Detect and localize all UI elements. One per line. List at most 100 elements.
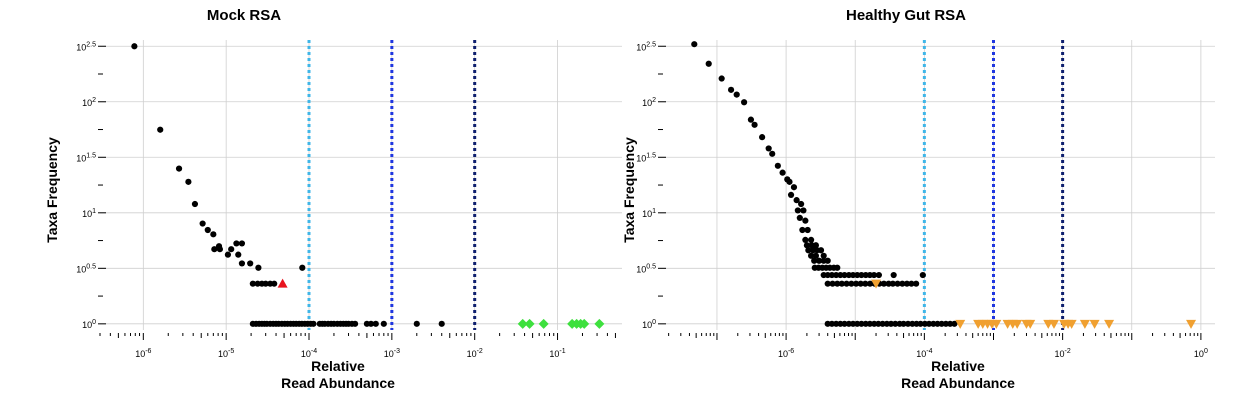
y-tick-base: 10 — [636, 264, 646, 274]
y-tick-exponent: 1.5 — [646, 152, 656, 159]
x-tick-base: 10 — [467, 349, 477, 359]
data-point — [892, 320, 899, 327]
data-point — [413, 320, 420, 327]
x-tick-exponent: -2 — [477, 348, 483, 355]
data-point — [779, 169, 786, 176]
data-point — [880, 280, 888, 287]
data-point — [175, 165, 183, 172]
data-point — [299, 264, 306, 271]
data-point — [216, 246, 223, 253]
data-point — [947, 320, 954, 327]
data-point — [765, 145, 772, 152]
data-point — [841, 320, 848, 327]
data-point — [798, 200, 805, 208]
y-tick-exponent: 1 — [652, 208, 656, 215]
data-point — [866, 320, 873, 327]
data-point-triangle — [277, 278, 288, 288]
x-tick-exponent: -3 — [394, 348, 400, 355]
y-tick-exponent: 0 — [652, 319, 656, 326]
data-point — [848, 280, 855, 287]
y-tick-label: 101 — [642, 208, 656, 219]
y-tick-label: 102.5 — [76, 41, 96, 52]
data-point — [838, 280, 845, 287]
data-point — [875, 320, 882, 327]
y-tick-base: 10 — [82, 209, 92, 219]
data-point — [894, 280, 901, 287]
data-point — [925, 320, 933, 327]
data-point — [705, 60, 712, 67]
data-point — [794, 207, 801, 214]
y-axis-label: Taxa Frequency — [621, 137, 637, 243]
data-point — [787, 191, 795, 198]
data-point-diamond — [524, 318, 535, 329]
data-point — [890, 271, 897, 279]
data-point — [862, 280, 869, 287]
data-point — [733, 91, 740, 98]
data-point — [727, 86, 735, 93]
data-point — [191, 200, 199, 208]
x-tick-base: 10 — [218, 349, 228, 359]
data-point — [866, 280, 874, 287]
x-tick-label: 10-2 — [1054, 348, 1070, 359]
x-axis-label-line2: Read Abundance — [901, 375, 1015, 391]
x-axis-label-line1: Relative — [931, 358, 985, 374]
y-tick-exponent: 2 — [652, 97, 656, 104]
data-point — [802, 236, 809, 244]
data-point — [900, 320, 907, 327]
panel-healthy-gut-rsa: Healthy Gut RSA Relative Read Abundance … — [621, 7, 1215, 391]
x-tick-label: 10-3 — [384, 348, 400, 359]
y-tick-exponent: 0.5 — [646, 263, 656, 270]
x-axis-label-line1: Relative — [311, 358, 365, 374]
data-point-triangle — [871, 279, 882, 289]
x-tick-base: 10 — [1194, 349, 1204, 359]
data-point — [824, 280, 831, 287]
y-tick-label: 101.5 — [76, 152, 96, 163]
x-axis-label-line2: Read Abundance — [281, 375, 395, 391]
data-point — [380, 320, 387, 327]
data-point — [812, 242, 820, 249]
data-point — [834, 280, 841, 287]
data-point — [790, 184, 798, 191]
y-tick-base: 10 — [76, 153, 86, 163]
x-tick-base: 10 — [916, 349, 926, 359]
x-tick-label: 100 — [1194, 348, 1208, 359]
y-tick-base: 10 — [76, 264, 86, 274]
data-point — [372, 320, 379, 327]
data-point-triangle — [1186, 319, 1197, 329]
x-tick-label: 10-4 — [301, 348, 317, 359]
x-tick-exponent: 0 — [1204, 348, 1208, 355]
y-tick-exponent: 1 — [92, 208, 96, 215]
y-tick-base: 10 — [642, 98, 652, 108]
x-tick-base: 10 — [778, 349, 788, 359]
data-point — [793, 197, 800, 204]
x-tick-exponent: -4 — [311, 348, 317, 355]
y-tick-label: 102.5 — [636, 41, 656, 52]
data-point — [224, 251, 232, 258]
data-point-triangle — [1079, 319, 1090, 329]
data-point — [803, 242, 811, 249]
data-point — [254, 280, 261, 287]
data-point-triangle — [1104, 319, 1115, 329]
series-diamond-3ee03e — [517, 318, 605, 329]
series-triangle-down-f0a030 — [871, 279, 1197, 329]
data-point — [807, 236, 815, 244]
data-point — [262, 280, 269, 287]
data-point — [800, 207, 807, 214]
data-point — [938, 320, 945, 327]
y-axis-label: Taxa Frequency — [44, 137, 60, 243]
y-tick-label: 100 — [642, 319, 656, 330]
data-point — [786, 178, 793, 185]
x-tick-base: 10 — [301, 349, 311, 359]
y-tick-base: 10 — [642, 320, 652, 330]
data-point-triangle — [1066, 319, 1077, 329]
data-point — [903, 280, 911, 287]
data-point — [249, 280, 256, 287]
y-tick-label: 101 — [82, 208, 96, 219]
data-point — [857, 280, 864, 287]
data-point — [834, 264, 841, 271]
data-point-triangle — [991, 319, 1002, 329]
y-tick-base: 10 — [76, 42, 86, 52]
data-point — [367, 320, 375, 327]
x-tick-exponent: -6 — [145, 348, 151, 355]
y-tick-label: 100.5 — [636, 263, 656, 274]
